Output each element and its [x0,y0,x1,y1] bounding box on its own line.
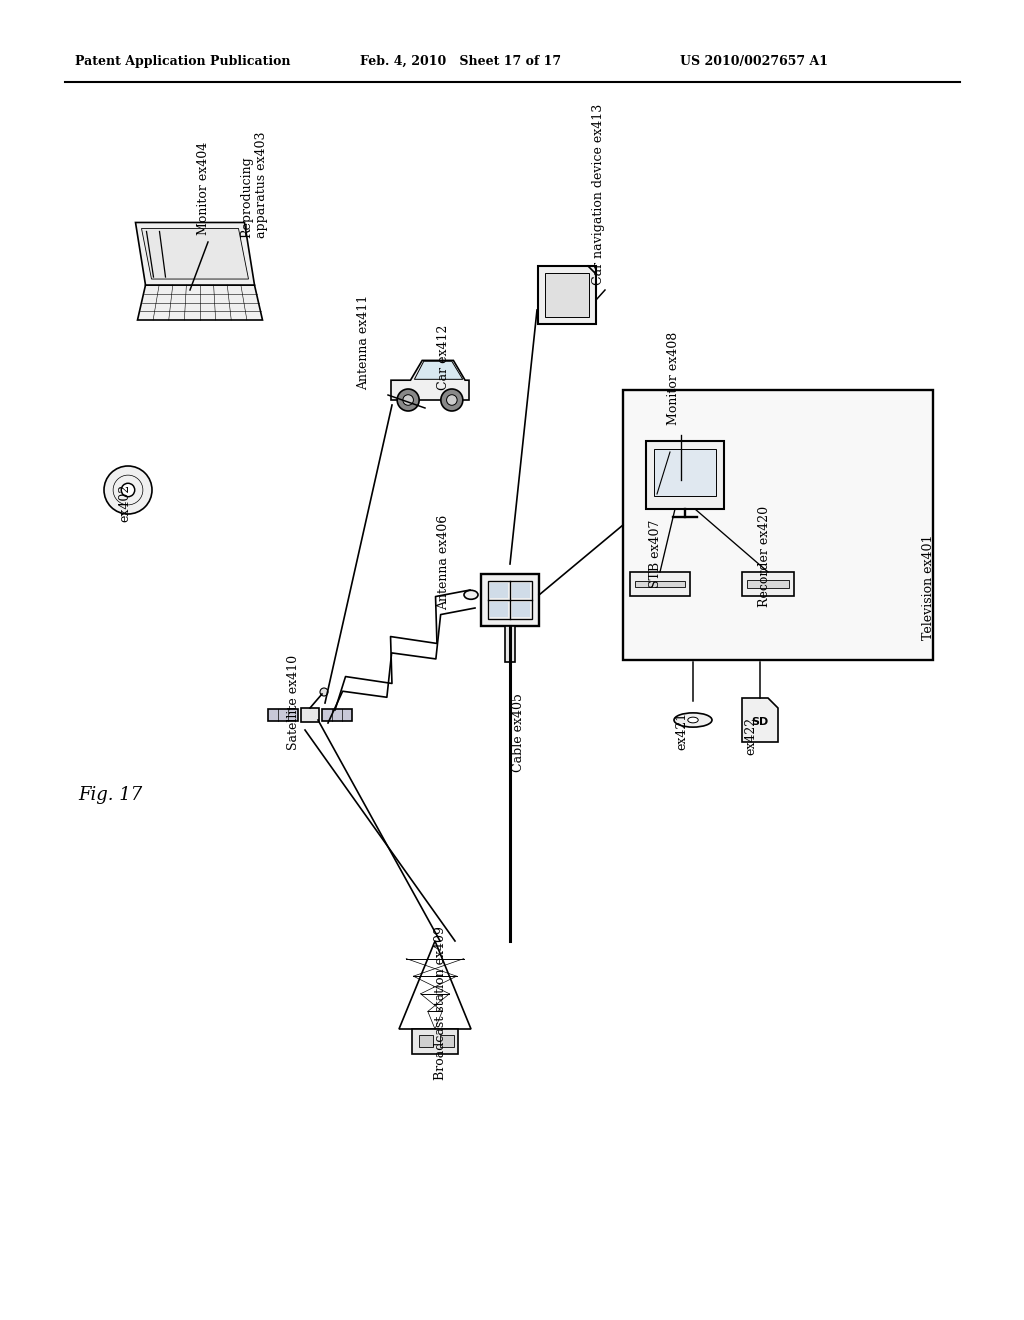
FancyBboxPatch shape [412,1030,459,1053]
FancyBboxPatch shape [512,583,529,598]
Circle shape [402,395,414,405]
Text: ex421: ex421 [675,711,688,750]
Circle shape [441,389,463,411]
Polygon shape [391,360,469,400]
Ellipse shape [688,717,698,723]
FancyBboxPatch shape [746,579,790,587]
FancyBboxPatch shape [654,449,716,496]
Circle shape [397,389,419,411]
Text: Fig. 17: Fig. 17 [78,785,142,804]
Text: Television ex401: Television ex401 [923,535,936,640]
FancyBboxPatch shape [742,572,794,597]
FancyBboxPatch shape [490,583,508,598]
Circle shape [121,483,135,496]
Text: Feb. 4, 2010   Sheet 17 of 17: Feb. 4, 2010 Sheet 17 of 17 [360,55,561,69]
Polygon shape [137,285,262,319]
Ellipse shape [674,713,712,727]
FancyBboxPatch shape [419,1035,433,1048]
FancyBboxPatch shape [623,389,933,660]
FancyBboxPatch shape [505,626,515,663]
Text: Antenna ex411: Antenna ex411 [357,294,370,389]
Text: Broadcast station ex409: Broadcast station ex409 [434,927,447,1080]
FancyBboxPatch shape [630,572,690,597]
Circle shape [104,466,152,513]
Circle shape [319,688,328,696]
Text: Monitor ex404: Monitor ex404 [197,141,210,235]
Text: Cable ex405: Cable ex405 [512,693,524,772]
FancyBboxPatch shape [635,581,685,587]
FancyBboxPatch shape [490,602,508,616]
Text: Patent Application Publication: Patent Application Publication [75,55,291,69]
Text: Antenna ex406: Antenna ex406 [437,515,450,610]
Text: Car navigation device ex413: Car navigation device ex413 [592,104,605,285]
Text: ex402: ex402 [118,483,131,521]
Text: Reproducing
apparatus ex403: Reproducing apparatus ex403 [240,132,268,238]
FancyBboxPatch shape [512,602,529,616]
FancyBboxPatch shape [322,709,352,721]
Text: SD: SD [752,717,769,727]
Circle shape [446,395,457,405]
FancyBboxPatch shape [301,708,319,722]
FancyBboxPatch shape [268,709,298,721]
Text: US 2010/0027657 A1: US 2010/0027657 A1 [680,55,828,69]
FancyBboxPatch shape [538,267,596,323]
Ellipse shape [464,590,478,599]
FancyBboxPatch shape [646,441,724,510]
FancyBboxPatch shape [481,574,539,626]
Polygon shape [141,228,249,279]
Text: Car ex412: Car ex412 [437,325,450,389]
Text: STB ex407: STB ex407 [649,520,662,589]
FancyBboxPatch shape [439,1035,454,1048]
Polygon shape [415,362,463,379]
Polygon shape [742,698,778,742]
Text: ex422: ex422 [744,717,757,755]
Text: Recorder ex420: Recorder ex420 [758,506,771,607]
Text: Monitor ex408: Monitor ex408 [667,331,680,425]
Polygon shape [135,223,255,285]
FancyBboxPatch shape [545,273,589,317]
Text: Satellite ex410: Satellite ex410 [287,655,300,750]
